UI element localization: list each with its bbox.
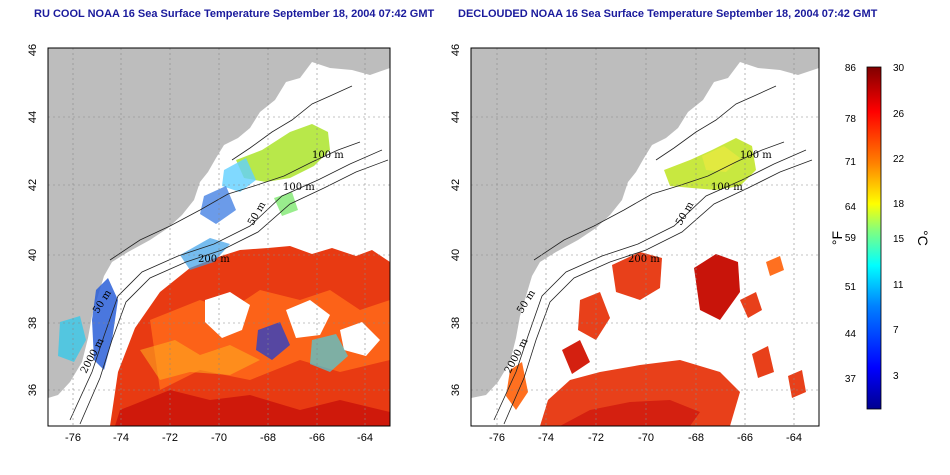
lat-tick: 46 (450, 44, 462, 56)
lat-tick: 40 (27, 249, 39, 261)
fahrenheit-unit-label: °F (829, 231, 845, 245)
lon-tick: -76 (65, 432, 81, 444)
lat-tick: 38 (450, 317, 462, 329)
right-lat-ticks: 36 38 40 42 44 46 (450, 44, 462, 396)
celsius-tick: 15 (893, 234, 905, 245)
lon-tick: -72 (588, 432, 604, 444)
fahrenheit-tick: 44 (845, 329, 857, 340)
left-sst-map: 100 m 100 m 50 m 200 m 50 m 2000 m (48, 48, 390, 426)
celsius-tick: 22 (893, 154, 905, 165)
lon-tick: -66 (309, 432, 325, 444)
lon-tick: -74 (113, 432, 129, 444)
contour-label: 100 m (740, 150, 772, 161)
lat-tick: 44 (450, 111, 462, 123)
left-lat-ticks: 36 38 40 42 44 46 (27, 44, 39, 396)
colorbar-gradient (866, 66, 882, 410)
lon-tick: -68 (260, 432, 276, 444)
contour-label: 100 m (283, 182, 315, 193)
lat-tick: 46 (27, 44, 39, 56)
celsius-tick: 26 (893, 109, 905, 120)
fahrenheit-tick: 37 (845, 374, 857, 385)
lon-tick: -64 (357, 432, 373, 444)
lon-tick: -70 (638, 432, 654, 444)
lat-tick: 38 (27, 317, 39, 329)
right-lon-ticks: -76 -74 -72 -70 -68 -66 -64 (489, 432, 802, 444)
right-sst-map: 100 m 100 m 50 m 200 m 50 m 2000 m (471, 48, 819, 426)
colorbar: 86 78 71 64 59 51 44 37 30 26 22 18 15 1… (829, 63, 931, 410)
contour-label: 100 m (711, 182, 743, 193)
fahrenheit-tick: 78 (845, 114, 857, 125)
land-mass (48, 48, 390, 398)
contour-label: 100 m (312, 150, 344, 161)
lon-tick: -72 (162, 432, 178, 444)
lon-tick: -66 (737, 432, 753, 444)
left-lon-ticks: -76 -74 -72 -70 -68 -66 -64 (65, 432, 373, 444)
celsius-tick: 30 (893, 63, 905, 74)
lon-tick: -74 (538, 432, 554, 444)
celsius-tick: 18 (893, 199, 905, 210)
lat-tick: 44 (27, 111, 39, 123)
contour-label: 200 m (198, 254, 230, 265)
celsius-tick: 11 (893, 280, 904, 291)
lon-tick: -64 (786, 432, 802, 444)
right-map-frame (470, 47, 820, 427)
fahrenheit-tick: 64 (845, 202, 857, 213)
fahrenheit-tick: 59 (845, 233, 857, 244)
fahrenheit-tick: 86 (845, 63, 857, 74)
fahrenheit-tick: 71 (845, 157, 857, 168)
land-mass (471, 48, 819, 398)
left-map-title: RU COOL NOAA 16 Sea Surface Temperature … (34, 8, 435, 20)
lat-tick: 42 (450, 179, 462, 191)
sst-cool-shelf (236, 124, 330, 182)
celsius-unit-label: °C (915, 230, 931, 246)
right-map-title: DECLOUDED NOAA 16 Sea Surface Temperatur… (458, 8, 878, 20)
celsius-tick: 3 (893, 371, 899, 382)
lon-tick: -70 (211, 432, 227, 444)
lat-tick: 40 (450, 249, 462, 261)
celsius-tick: 7 (893, 325, 899, 336)
fahrenheit-tick: 51 (845, 282, 857, 293)
lat-tick: 36 (450, 384, 462, 396)
lon-tick: -68 (688, 432, 704, 444)
lat-tick: 36 (27, 384, 39, 396)
left-map-frame (47, 47, 391, 427)
lat-tick: 42 (27, 179, 39, 191)
lon-tick: -76 (489, 432, 505, 444)
contour-label: 200 m (628, 254, 660, 265)
